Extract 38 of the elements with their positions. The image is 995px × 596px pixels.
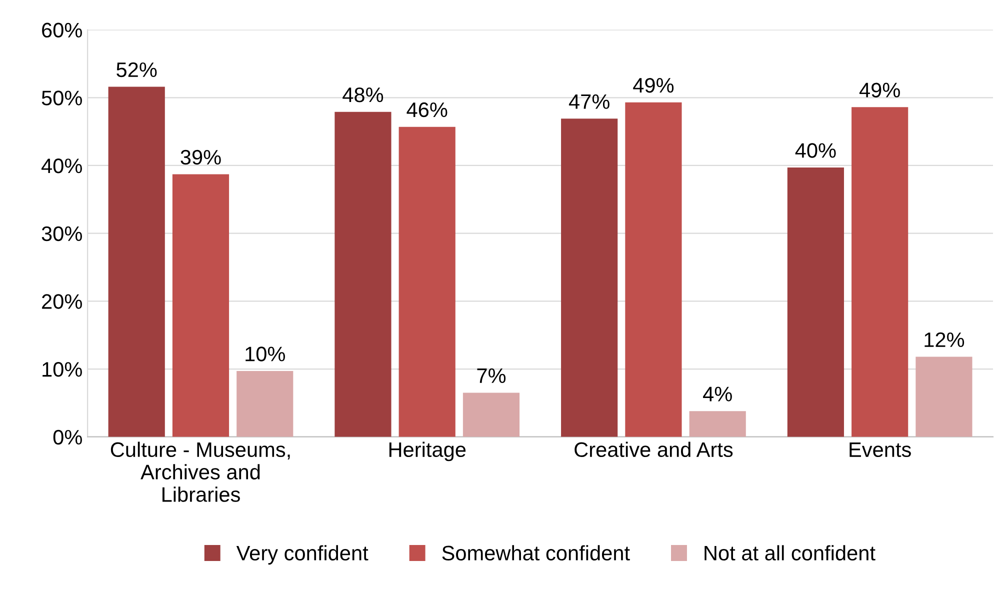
bar bbox=[462, 392, 520, 437]
bar bbox=[172, 174, 230, 437]
y-tick-label: 0% bbox=[53, 430, 82, 445]
y-tick-label: 50% bbox=[42, 90, 82, 106]
x-tick-label: Heritage bbox=[389, 442, 466, 462]
data-label: 47% bbox=[568, 94, 610, 109]
data-label: 49% bbox=[633, 78, 674, 93]
data-label: 12% bbox=[924, 332, 964, 348]
data-label: 10% bbox=[246, 346, 285, 362]
bar bbox=[561, 118, 618, 437]
bar bbox=[852, 107, 908, 437]
x-tick-label: Events bbox=[850, 442, 911, 458]
legend-label: Somewhat confident bbox=[442, 545, 630, 560]
bar bbox=[689, 411, 746, 437]
data-label: 48% bbox=[342, 87, 384, 102]
y-tick-label: 20% bbox=[42, 294, 82, 309]
bar bbox=[787, 168, 844, 437]
data-label: 39% bbox=[180, 150, 221, 165]
data-label: 4% bbox=[703, 386, 732, 402]
data-label: 40% bbox=[795, 143, 836, 158]
data-label: 46% bbox=[406, 102, 448, 118]
y-tick-label: 40% bbox=[41, 158, 82, 174]
data-label: 52% bbox=[116, 62, 157, 78]
data-label: 49% bbox=[859, 82, 900, 98]
x-tick-label: Culture - Museums, Archives and Libraries bbox=[110, 442, 290, 502]
bar bbox=[108, 86, 165, 437]
bar bbox=[916, 356, 972, 437]
y-tick-label: 10% bbox=[42, 362, 82, 377]
bar bbox=[334, 112, 392, 437]
bar bbox=[236, 371, 294, 437]
bar bbox=[398, 126, 456, 437]
y-tick-label: 60% bbox=[42, 22, 82, 38]
legend-label: Not at all confident bbox=[704, 545, 876, 560]
legend-label: Very confident bbox=[236, 545, 368, 565]
data-label: 7% bbox=[477, 368, 506, 384]
x-tick-label: Creative and Arts bbox=[574, 442, 733, 458]
y-tick-label: 30% bbox=[42, 226, 82, 242]
bar bbox=[625, 102, 682, 437]
